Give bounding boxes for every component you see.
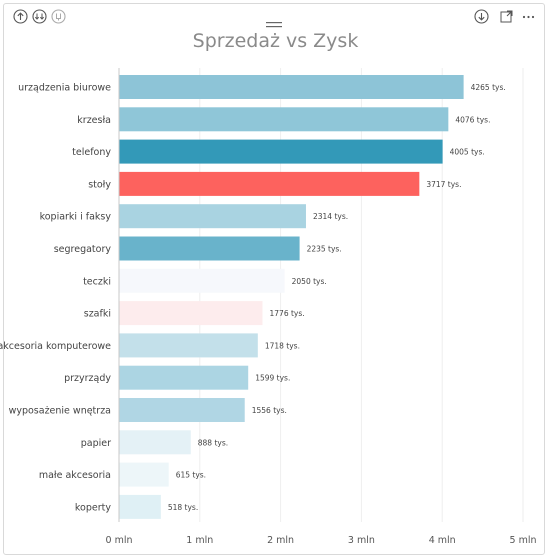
bar[interactable] — [119, 107, 449, 132]
focus-mode-icon[interactable] — [499, 9, 514, 24]
bar[interactable] — [119, 268, 285, 293]
category-label: szafki — [84, 309, 111, 320]
x-tick-label: 3 mln — [348, 535, 375, 546]
chart-title: Sprzedaż vs Zysk — [192, 30, 359, 52]
data-label: 3717 tys. — [426, 180, 461, 189]
category-label: akcesoria komputerowe — [0, 341, 111, 352]
bar[interactable] — [119, 171, 420, 196]
bar[interactable] — [119, 398, 245, 422]
data-label: 1776 tys. — [270, 309, 305, 318]
visual-toolbar — [0, 0, 551, 30]
bar[interactable] — [119, 430, 191, 455]
x-tick-label: 5 mln — [510, 535, 537, 546]
bar[interactable] — [119, 462, 169, 487]
bar[interactable] — [119, 236, 300, 261]
data-label: 1556 tys. — [252, 406, 287, 415]
data-label: 888 tys. — [198, 438, 228, 447]
category-label: telefony — [72, 147, 111, 158]
bar[interactable] — [119, 333, 258, 358]
data-label: 2314 tys. — [313, 212, 348, 221]
category-label: urządzenia biurowe — [18, 83, 111, 94]
category-label: papier — [81, 438, 111, 449]
category-label: wyposażenie wnętrza — [9, 406, 111, 417]
category-label: małe akcesoria — [39, 470, 111, 481]
data-label: 615 tys. — [176, 471, 206, 480]
bar[interactable] — [119, 494, 161, 519]
x-tick-label: 1 mln — [186, 535, 213, 546]
x-tick-label: 0 mln — [106, 535, 133, 546]
category-label: stoły — [88, 179, 111, 190]
arrow-down-circle-icon[interactable] — [474, 9, 489, 24]
data-label: 1599 tys. — [255, 374, 290, 383]
bar[interactable] — [119, 75, 464, 99]
category-label: przyrządy — [64, 373, 111, 384]
category-label: koperty — [75, 502, 111, 513]
category-label: kopiarki i faksy — [40, 212, 112, 223]
bar[interactable] — [119, 139, 443, 164]
data-label: 4005 tys. — [450, 148, 485, 157]
bar[interactable] — [119, 365, 249, 390]
bar[interactable] — [119, 204, 306, 229]
data-label: 4265 tys. — [471, 83, 506, 92]
data-label: 1718 tys. — [265, 341, 300, 350]
data-label: 518 tys. — [168, 503, 198, 512]
drill-icon[interactable] — [51, 9, 66, 24]
data-label: 4076 tys. — [455, 115, 490, 124]
data-label: 2235 tys. — [307, 245, 342, 254]
double-arrow-down-circle-icon[interactable] — [32, 9, 47, 24]
more-options-icon[interactable] — [521, 9, 536, 24]
data-label: 2050 tys. — [292, 277, 327, 286]
x-tick-label: 4 mln — [429, 535, 456, 546]
arrow-up-circle-icon[interactable] — [13, 9, 28, 24]
category-label: segregatory — [54, 244, 112, 255]
x-tick-label: 2 mln — [267, 535, 294, 546]
category-label: krzesła — [77, 115, 111, 126]
category-label: teczki — [83, 276, 111, 287]
drag-grip-icon[interactable] — [266, 13, 282, 28]
bar[interactable] — [119, 301, 263, 326]
